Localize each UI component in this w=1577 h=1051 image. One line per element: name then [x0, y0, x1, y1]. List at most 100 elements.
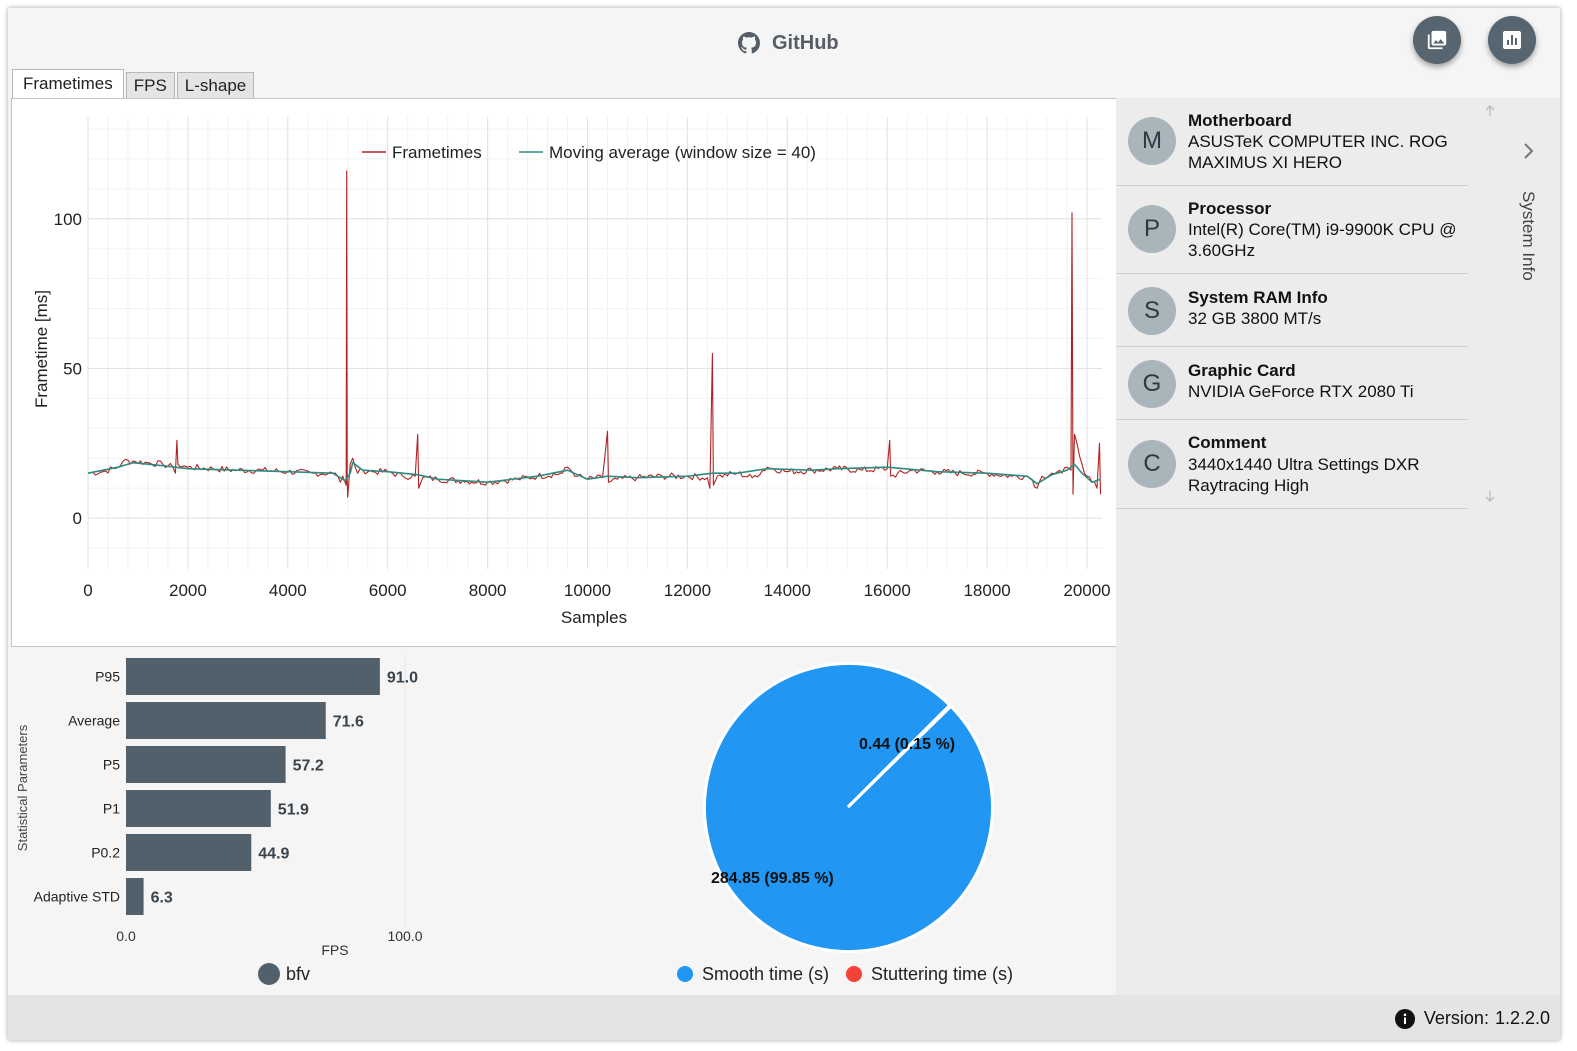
- chevron-right-icon[interactable]: [1521, 141, 1537, 161]
- frametime-chart-panel: 0 2000 4000 6000 8000 10000 12000 14000 16000 180…: [11, 98, 1117, 647]
- x-tick-label: 14000: [764, 581, 811, 600]
- tab-frametimes[interactable]: Frametimes: [12, 69, 124, 99]
- fps-statistics-chart: Statistical Parameters P95 91.0 Average 71.…: [15, 653, 423, 985]
- app-window: GitHub Frametimes FPS L-shape 0 2000 4000 6…: [8, 8, 1560, 1040]
- bar-value-label: 44.9: [258, 846, 289, 863]
- info-icon: [1394, 1008, 1415, 1029]
- stutter-pie-chart: 0.44 (0.15 %) 284.85 (99.85 %) Smooth tim…: [677, 662, 1013, 984]
- x-tick-label: 20000: [1063, 581, 1110, 600]
- pie-slice-stutter: [846, 703, 953, 809]
- pie-label-smooth: 284.85 (99.85 %): [711, 870, 834, 887]
- x-tick-label: 16000: [864, 581, 911, 600]
- github-icon: [738, 32, 760, 54]
- x-axis-label: Samples: [561, 608, 627, 627]
- image-icon: [1427, 30, 1447, 50]
- version-label: Version:: [1423, 1008, 1489, 1028]
- tab-fps[interactable]: FPS: [125, 72, 175, 99]
- chart-view-button[interactable]: [1488, 16, 1536, 64]
- info-item-ram: S System RAM Info 32 GB 3800 MT/s: [1116, 274, 1468, 347]
- version-info: Version: 1.2.2.0: [1394, 1008, 1550, 1029]
- bar-value-label: 71.6: [333, 714, 364, 731]
- pie-legend-stutter-label: Stuttering time (s): [871, 964, 1013, 984]
- bar: [126, 878, 144, 915]
- bar-category-label: Adaptive STD: [34, 889, 120, 905]
- bar-x-tick-max: 100.0: [387, 928, 422, 944]
- chart-ticks: 0 2000 4000 6000 8000 10000 12000 14000 16000 180…: [54, 210, 1111, 600]
- pie-legend-smooth-label: Smooth time (s): [702, 964, 829, 984]
- info-value: NVIDIA GeForce RTX 2080 Ti: [1188, 382, 1414, 401]
- info-title: Graphic Card: [1188, 361, 1296, 380]
- header-bar: GitHub Frametimes FPS L-shape: [8, 8, 1560, 99]
- bar: [126, 790, 271, 827]
- legend-frametimes-label: Frametimes: [392, 143, 482, 162]
- scroll-down-arrow-icon[interactable]: [1483, 489, 1497, 503]
- bar: [126, 834, 252, 871]
- system-info-panel: M Motherboard ASUSTeK COMPUTER INC. ROG …: [1116, 98, 1560, 995]
- y-tick-label: 50: [63, 359, 82, 378]
- pie-legend-stutter-swatch: [846, 966, 862, 982]
- version-value: 1.2.2.0: [1494, 1008, 1550, 1028]
- y-tick-label: 0: [73, 509, 82, 528]
- bar-chart-icon: [1503, 31, 1521, 49]
- info-item-processor: P Processor Intel(R) Core(TM) i9-9900K C…: [1116, 186, 1468, 274]
- tab-strip: Frametimes FPS L-shape: [12, 69, 256, 99]
- bar-value-label: 57.2: [293, 758, 324, 775]
- info-title: Comment: [1188, 433, 1267, 452]
- bar-category-label: P0.2: [91, 845, 120, 861]
- bar-category-label: Average: [68, 713, 120, 729]
- pie-slice-smooth: [702, 662, 994, 954]
- frametime-chart: 0 2000 4000 6000 8000 10000 12000 14000 16000 180…: [32, 117, 1111, 627]
- bar-legend-swatch: [258, 963, 280, 985]
- system-info-toggle[interactable]: System Info: [1519, 191, 1538, 281]
- info-value: ASUSTeK COMPUTER INC. ROG MAXIMUS XI HER…: [1188, 132, 1448, 172]
- x-tick-label: 4000: [269, 581, 307, 600]
- legend-moving-average-label: Moving average (window size = 40): [549, 143, 816, 162]
- info-value: Intel(R) Core(TM) i9-9900K CPU @ 3.60GHz: [1188, 220, 1457, 260]
- info-title: System RAM Info: [1188, 288, 1328, 307]
- y-tick-label: 100: [54, 210, 82, 229]
- info-value: 32 GB 3800 MT/s: [1188, 309, 1322, 328]
- bar-category-label: P95: [95, 669, 120, 685]
- info-title: Motherboard: [1188, 111, 1292, 130]
- info-item-graphic-card: G Graphic Card NVIDIA GeForce RTX 2080 T…: [1116, 347, 1468, 420]
- github-link[interactable]: GitHub: [738, 30, 839, 56]
- y-axis-label: Frametime [ms]: [32, 290, 51, 408]
- avatar: G: [1128, 360, 1176, 408]
- github-label: GitHub: [772, 31, 839, 54]
- info-item-motherboard: M Motherboard ASUSTeK COMPUTER INC. ROG …: [1116, 98, 1468, 186]
- tab-l-shape[interactable]: L-shape: [176, 72, 255, 99]
- series-line-moving-average: [87, 461, 1101, 485]
- x-tick-label: 8000: [469, 581, 507, 600]
- pie-legend-smooth-swatch: [677, 966, 693, 982]
- x-tick-label: 12000: [664, 581, 711, 600]
- x-tick-label: 10000: [564, 581, 611, 600]
- footer-bar: Version: 1.2.2.0: [8, 995, 1560, 1040]
- bar: [126, 658, 380, 695]
- bar-legend-label: bfv: [286, 964, 310, 984]
- series-line-frametimes: [87, 170, 1102, 498]
- bar-category-label: P1: [103, 801, 120, 817]
- pie-label-stutter: 0.44 (0.15 %): [859, 736, 955, 753]
- save-image-button[interactable]: [1413, 16, 1461, 64]
- info-value: 3440x1440 Ultra Settings DXR Raytracing …: [1188, 455, 1420, 495]
- statistics-panel: Statistical Parameters P95 91.0 Average 71.…: [8, 648, 1116, 995]
- x-tick-label: 2000: [169, 581, 207, 600]
- avatar: S: [1128, 287, 1176, 335]
- x-tick-label: 18000: [963, 581, 1010, 600]
- bar-category-label: P5: [103, 757, 120, 773]
- chart-grid: [87, 117, 1102, 569]
- bar-x-tick-min: 0.0: [116, 928, 136, 944]
- x-tick-label: 6000: [369, 581, 407, 600]
- info-title: Processor: [1188, 199, 1272, 218]
- info-item-comment: C Comment 3440x1440 Ultra Settings DXR R…: [1116, 420, 1468, 509]
- bar-value-label: 91.0: [387, 670, 418, 687]
- avatar: C: [1128, 440, 1176, 488]
- x-tick-label: 0: [83, 581, 92, 600]
- scroll-up-arrow-icon[interactable]: [1483, 104, 1497, 118]
- bar: [126, 746, 286, 783]
- bar-value-label: 51.9: [278, 802, 309, 819]
- bar-x-axis-label: FPS: [321, 942, 348, 958]
- bar-value-label: 6.3: [151, 890, 173, 907]
- bar-y-axis-label: Statistical Parameters: [15, 724, 30, 851]
- avatar: M: [1128, 117, 1176, 165]
